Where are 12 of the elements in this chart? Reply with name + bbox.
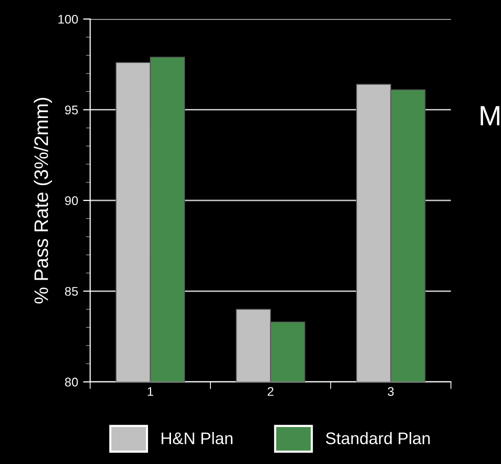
- y-tick-label: 95: [65, 106, 78, 114]
- legend-label: Standard Plan: [326, 432, 430, 444]
- y-tick-label: 80: [65, 378, 78, 387]
- y-tick-label: 90: [65, 196, 78, 206]
- legend-label: H&N Plan: [162, 432, 232, 444]
- y-axis-title: % Pass Rate (3%/2mm): [34, 98, 52, 304]
- y-tick-label: 85: [65, 286, 78, 296]
- text: M: [480, 106, 500, 126]
- x-tick-label: 1: [148, 387, 154, 396]
- y-tick-label: 100: [58, 14, 78, 24]
- x-tick-label: 2: [268, 387, 274, 396]
- x-tick-label: 3: [388, 387, 394, 396]
